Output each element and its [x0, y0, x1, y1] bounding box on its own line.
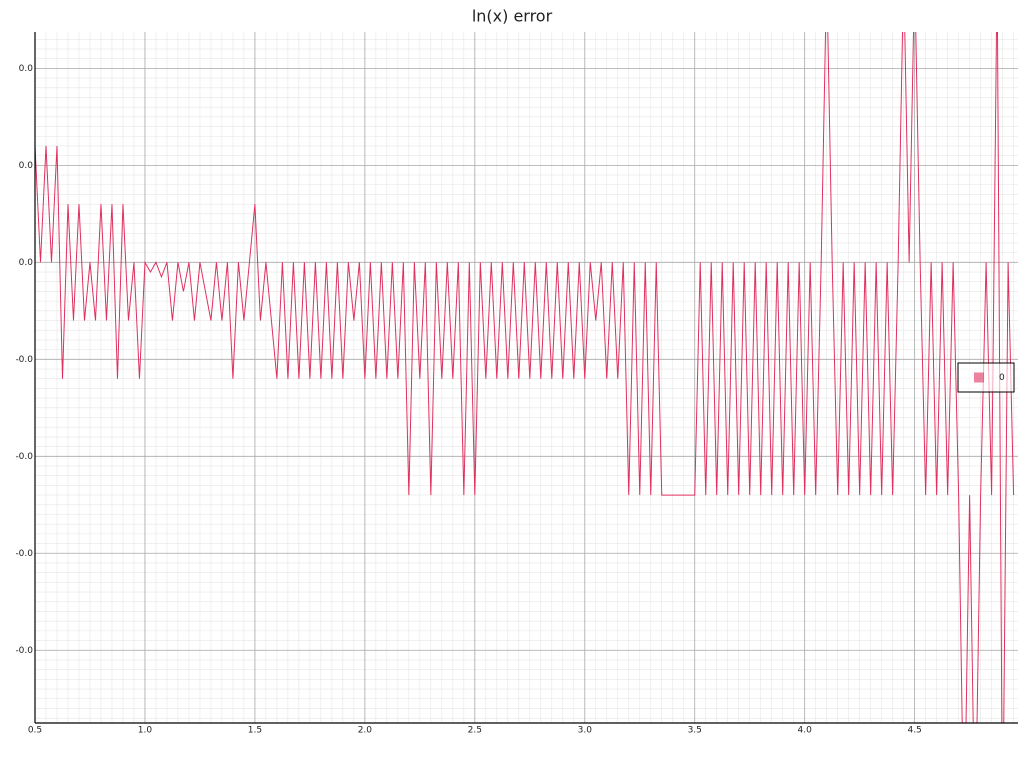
x-tick-label: 4.0	[798, 726, 813, 736]
y-tick-label: 0.0	[19, 64, 34, 74]
legend-swatch	[974, 372, 984, 383]
x-tick-label: 2.0	[358, 726, 373, 736]
x-tick-label: 3.5	[688, 726, 702, 736]
y-tick-label: -0.0	[15, 452, 33, 462]
x-tick-label: 1.5	[248, 726, 262, 736]
x-tick-label: 0.5	[28, 726, 42, 736]
x-tick-label: 4.5	[907, 726, 921, 736]
data-line	[35, 32, 1015, 723]
plot-area	[35, 32, 1015, 723]
labels: 0.5 1.0 1.5 2.0 2.5 3.0 3.5 4.0 4.5 0.0 0.0 0.0 -0.0…	[15, 32, 1018, 736]
chart-title: ln(x) error	[472, 7, 553, 26]
x-tick-label: 1.0	[138, 726, 153, 736]
x-tick-label: 2.5	[468, 726, 482, 736]
grid	[34, 32, 1018, 723]
legend-label: 0	[999, 373, 1005, 383]
y-tick-label: -0.0	[15, 549, 33, 559]
y-tick-label: 0.0	[19, 258, 34, 268]
legend-box	[957, 362, 1015, 393]
y-tick-label: 0.0	[19, 161, 34, 171]
y-tick-label: -0.0	[15, 355, 33, 365]
y-tick-label: -0.0	[15, 646, 33, 656]
x-tick-label: 3.0	[578, 726, 593, 736]
